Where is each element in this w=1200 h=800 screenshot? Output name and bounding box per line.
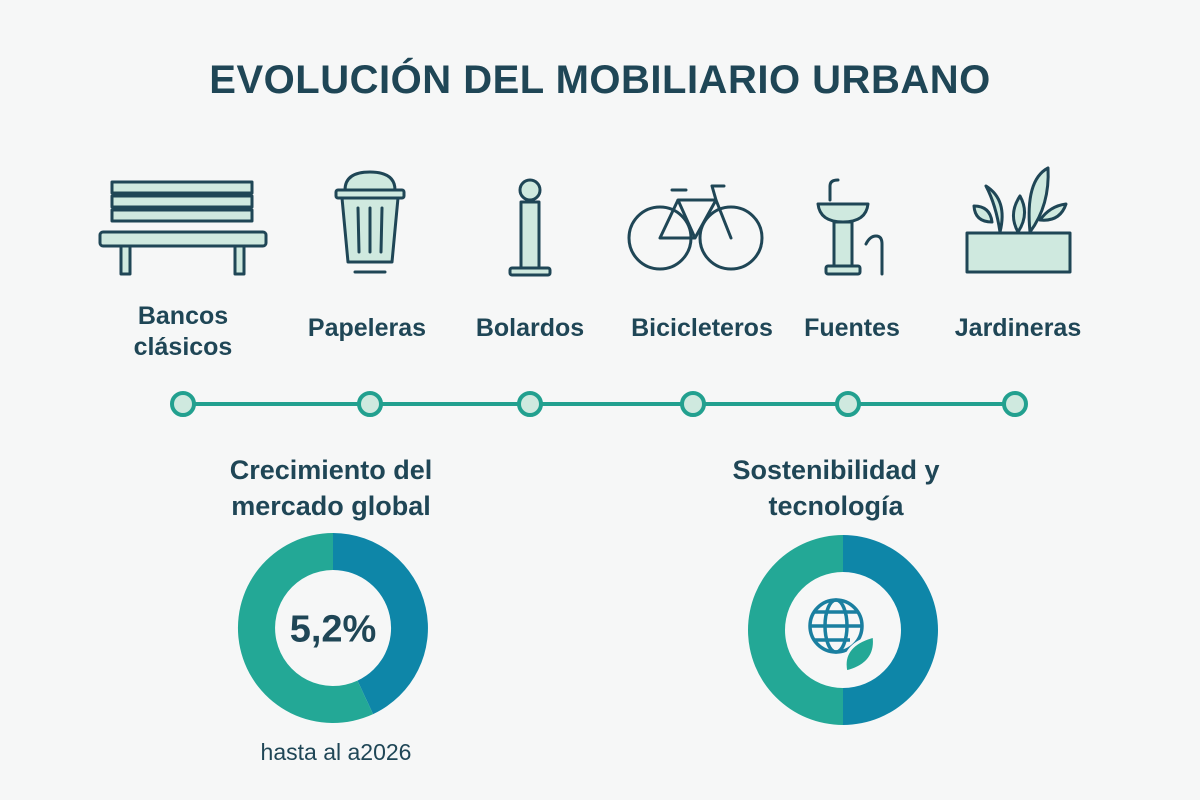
stat-value: 5,2%: [289, 608, 377, 651]
item-label: Bicicleteros: [631, 314, 773, 342]
bollard-icon: [508, 178, 552, 277]
eco-globe-icon: [808, 598, 876, 674]
stat-heading: Crecimiento del mercado global: [229, 455, 433, 521]
item-label: Papeleras: [307, 314, 427, 342]
planter-icon: [965, 166, 1072, 274]
donut-right: [748, 535, 938, 725]
item-label: Jardineras: [954, 314, 1082, 342]
item-label: Bolardos: [475, 314, 585, 342]
donut-left: [237, 533, 428, 723]
title: EVOLUCIÓN DEL MOBILIARIO URBANO: [209, 58, 991, 102]
bench-icon: [98, 180, 268, 276]
fountain-icon: [816, 178, 884, 276]
bin-icon: [334, 170, 406, 274]
item-label: Fuentes: [804, 314, 900, 342]
bike-icon: [627, 184, 764, 271]
timeline: [170, 391, 1028, 417]
item-label: Bancos clásicos: [133, 302, 233, 361]
stat-heading: Sostenibilidad y tecnología: [732, 455, 940, 521]
stat-caption: hasta al a2026: [260, 739, 412, 765]
